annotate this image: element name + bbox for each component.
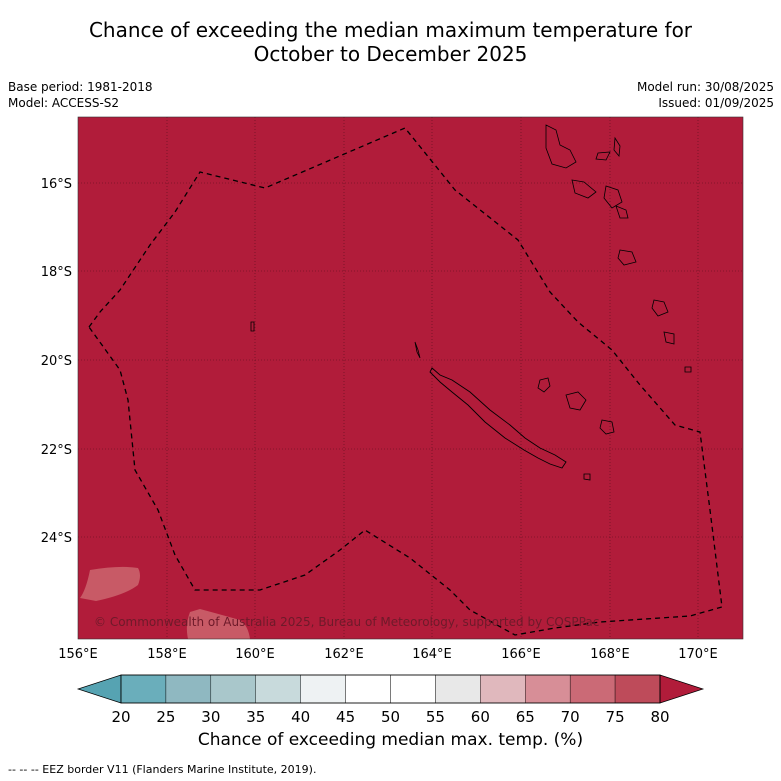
colorbar-tick-label: 35 (246, 708, 265, 726)
chesterfield-islands (250, 321, 255, 332)
colorbar-tick-label: 65 (516, 708, 535, 726)
lat-label: 18°S (41, 265, 72, 280)
colorbar-tick-label: 40 (291, 708, 310, 726)
colorbar-segment (480, 674, 526, 704)
colorbar-segment (165, 674, 212, 704)
island-outline (595, 151, 611, 161)
lat-label: 24°S (41, 531, 72, 546)
map-area (78, 117, 743, 639)
eez-footnote: -- -- -- EEZ border V11 (Flanders Marine… (8, 763, 317, 776)
issued-date: Issued: 01/09/2025 (658, 96, 774, 110)
colorbar-tick-label: 20 (111, 708, 130, 726)
island-outline (603, 185, 623, 209)
lon-label: 162°E (324, 647, 364, 662)
meta-right: Model run: 30/08/2025 Issued: 01/09/2025 (637, 79, 774, 111)
colorbar-segment (120, 674, 167, 704)
base-period: Base period: 1981-2018 (8, 80, 153, 94)
colorbar-segment (300, 674, 346, 704)
island-outline (615, 205, 629, 219)
colorbar-tick-label: 45 (336, 708, 355, 726)
colorbar-segment (525, 674, 571, 704)
light-patch (186, 609, 250, 639)
colorbar: 20 25 30 35 40 45 50 55 60 65 70 75 80 (76, 674, 705, 726)
colorbar-segment (255, 674, 301, 704)
espiritu-santo-island (545, 124, 577, 169)
colorbar-extend-low (76, 674, 122, 704)
lon-label: 168°E (590, 647, 630, 662)
colorbar-segment (390, 674, 436, 704)
gridlines (78, 117, 743, 639)
island-outline (599, 419, 615, 435)
colorbar-segment (435, 674, 481, 704)
model-run: Model run: 30/08/2025 (636, 80, 774, 94)
model-name: Model: ACCESS-S2 (8, 96, 120, 110)
title-line-1: Chance of exceeding the median maximum t… (88, 18, 693, 42)
chart-title: Chance of exceeding the median maximum t… (0, 18, 781, 66)
aneityum-island (684, 366, 692, 373)
lat-label: 16°S (41, 177, 72, 192)
lon-label: 164°E (412, 647, 452, 662)
colorbar-tick-label: 50 (381, 708, 400, 726)
colorbar-segment (210, 674, 256, 704)
copyright-notice: © Commonwealth of Australia 2025, Bureau… (94, 615, 599, 629)
latitude-labels: 16°S 18°S 20°S 22°S 24°S (41, 177, 72, 546)
colorbar-tick-label: 30 (201, 708, 220, 726)
title-line-2: October to December 2025 (253, 42, 528, 66)
island-outline (414, 341, 421, 359)
colorbar-extend-high (659, 674, 705, 704)
lon-label: 156°E (58, 647, 98, 662)
colorbar-title: Chance of exceeding median max. temp. (%… (197, 730, 584, 750)
colorbar-tick-label: 80 (650, 708, 669, 726)
longitude-labels: 156°E 158°E 160°E 162°E 164°E 166°E 168°… (58, 647, 718, 662)
mare-island (565, 391, 587, 411)
lon-label: 158°E (147, 647, 187, 662)
lat-label: 22°S (41, 443, 72, 458)
colorbar-tick-label: 25 (156, 708, 175, 726)
colorbar-tick-label: 70 (561, 708, 580, 726)
island-outline (613, 136, 621, 157)
colorbar-tick-label: 55 (426, 708, 445, 726)
map-frame (77, 116, 744, 640)
colorbar-segment (569, 674, 616, 704)
colorbar-segment (345, 674, 391, 704)
colorbar-tick-label: 60 (471, 708, 490, 726)
colorbar-segment (614, 674, 661, 704)
lon-label: 170°E (678, 647, 718, 662)
meta-left: Base period: 1981-2018 Model: ACCESS-S2 (8, 79, 153, 111)
colorbar-frame (120, 674, 661, 704)
efate-island (617, 249, 637, 266)
new-caledonia-island (429, 367, 567, 469)
erromango-island (651, 299, 669, 317)
lat-label: 20°S (41, 354, 72, 369)
lon-label: 166°E (501, 647, 541, 662)
lon-label: 160°E (235, 647, 275, 662)
tanna-island (663, 331, 675, 345)
malekula-island (571, 179, 597, 199)
isle-of-pines (583, 473, 591, 481)
light-patch (80, 566, 140, 601)
eez-border (88, 127, 723, 636)
colorbar-tick-label: 75 (606, 708, 625, 726)
lifou-island (537, 377, 551, 393)
